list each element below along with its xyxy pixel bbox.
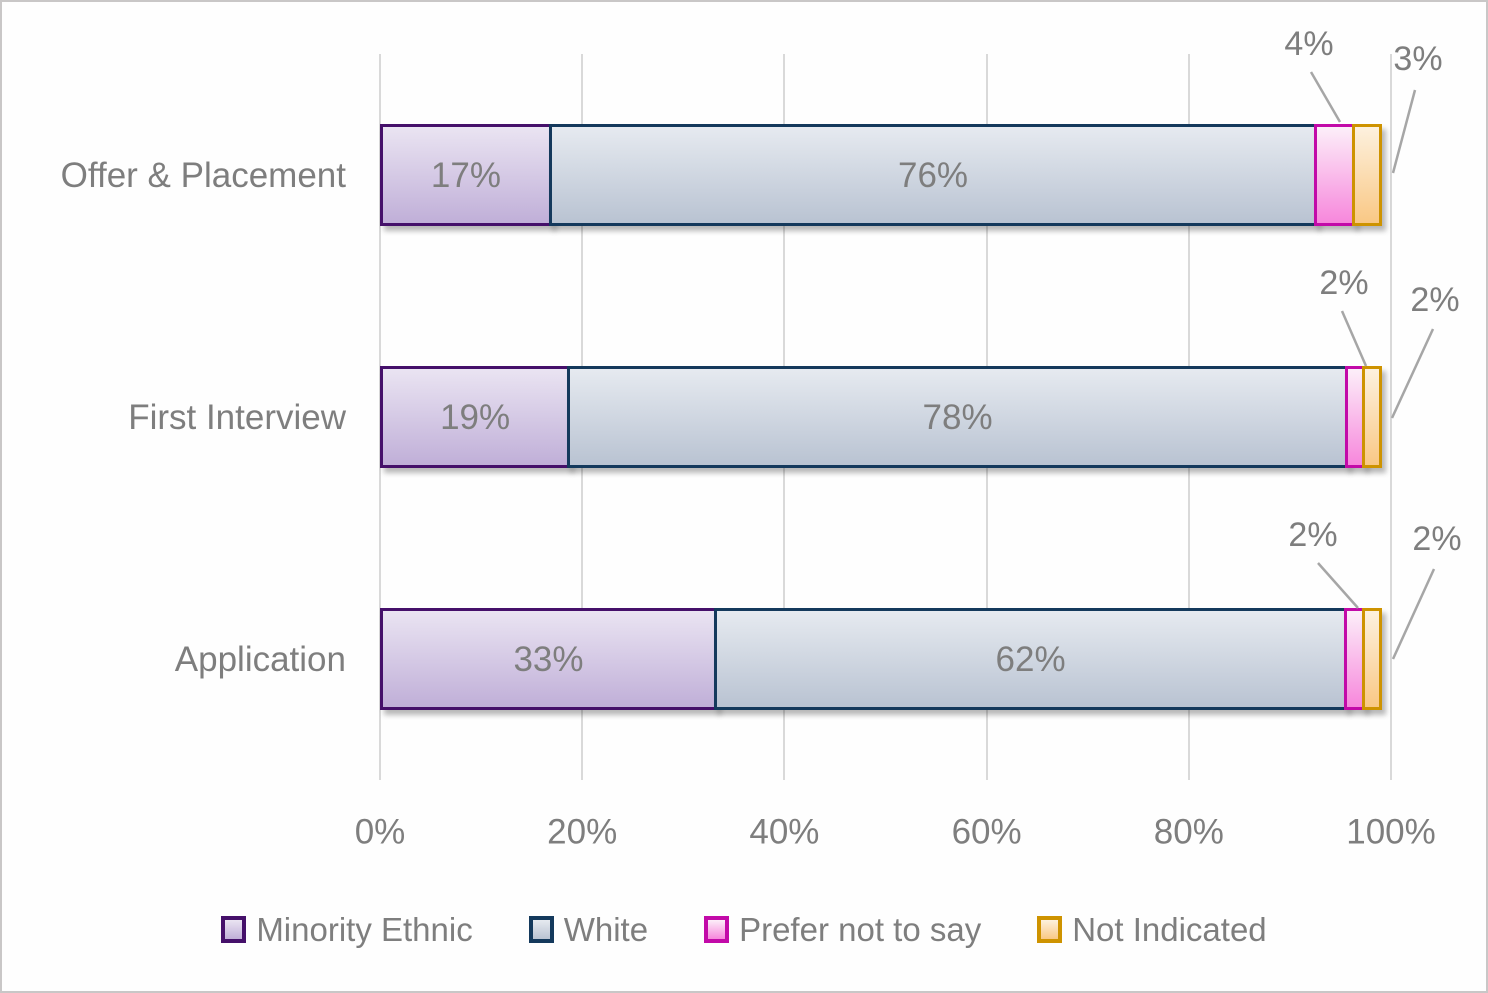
axis-tick-label: 80% bbox=[1153, 812, 1224, 852]
callout-label-not-indicated: 2% bbox=[1410, 281, 1460, 319]
legend-label: Prefer not to say bbox=[739, 910, 982, 948]
bar-segment-not-indicated bbox=[1351, 124, 1382, 226]
bar-segment-minority-ethnic: 33% bbox=[380, 608, 717, 710]
leader-line bbox=[1391, 89, 1417, 174]
axis-tick-label: 0% bbox=[354, 812, 406, 852]
leader-line bbox=[1390, 328, 1435, 419]
bar-segment-not-indicated bbox=[1361, 366, 1382, 468]
data-label: 17% bbox=[430, 155, 501, 195]
legend-item-not-indicated: Not Indicated bbox=[1037, 910, 1267, 948]
callout-label-prefer-not-to-say: 2% bbox=[1319, 264, 1369, 302]
axis-tick-label: 20% bbox=[547, 812, 618, 852]
legend-item-minority-ethnic: Minority Ethnic bbox=[221, 910, 473, 948]
callout-label-not-indicated: 3% bbox=[1393, 40, 1443, 78]
bar-segment-white: 76% bbox=[548, 124, 1318, 226]
data-label: 78% bbox=[922, 397, 993, 437]
category-label: Application bbox=[174, 639, 346, 679]
callout-label-not-indicated: 2% bbox=[1412, 520, 1462, 558]
category-label: First Interview bbox=[128, 397, 346, 437]
callout-label-prefer-not-to-say: 2% bbox=[1288, 516, 1338, 554]
category-label: Offer & Placement bbox=[60, 155, 346, 195]
legend-label: Minority Ethnic bbox=[256, 910, 473, 948]
legend-swatch-not-indicated bbox=[1037, 915, 1063, 943]
legend-swatch-white bbox=[528, 915, 554, 943]
leader-line bbox=[1391, 568, 1436, 660]
legend-swatch-prefer-not-to-say bbox=[704, 915, 730, 943]
bar-segment-not-indicated bbox=[1361, 608, 1382, 710]
legend-item-white: White bbox=[528, 910, 649, 948]
axis-tick-label: 40% bbox=[749, 812, 820, 852]
bar-segment-minority-ethnic: 17% bbox=[380, 124, 552, 226]
bar-segment-white: 78% bbox=[567, 366, 1348, 468]
plot-area: 17% 76% 19% 78% 33% 62% bbox=[379, 54, 1392, 780]
data-label: 76% bbox=[898, 155, 969, 195]
chart-legend: Minority Ethnic White Prefer not to say Not… bbox=[2, 903, 1486, 955]
legend-swatch-minority-ethnic bbox=[221, 915, 247, 943]
axis-tick-label: 100% bbox=[1346, 812, 1436, 852]
bar-row-first-interview: 19% 78% bbox=[380, 366, 1391, 468]
legend-item-prefer-not-to-say: Prefer not to say bbox=[704, 913, 981, 946]
bar-row-application: 33% 62% bbox=[380, 608, 1391, 710]
bar-segment-prefer-not-to-say bbox=[1314, 124, 1355, 226]
bar-segment-minority-ethnic: 19% bbox=[380, 366, 571, 468]
data-label: 62% bbox=[995, 639, 1066, 679]
legend-label: Not Indicated bbox=[1072, 910, 1267, 948]
callout-label-prefer-not-to-say: 4% bbox=[1284, 25, 1334, 63]
data-label: 33% bbox=[513, 639, 584, 679]
legend-label: White bbox=[563, 910, 649, 948]
bar-row-offer-placement: 17% 76% bbox=[380, 124, 1391, 226]
axis-tick-label: 60% bbox=[951, 812, 1022, 852]
bar-segment-white: 62% bbox=[714, 608, 1348, 710]
data-label: 19% bbox=[440, 397, 511, 437]
